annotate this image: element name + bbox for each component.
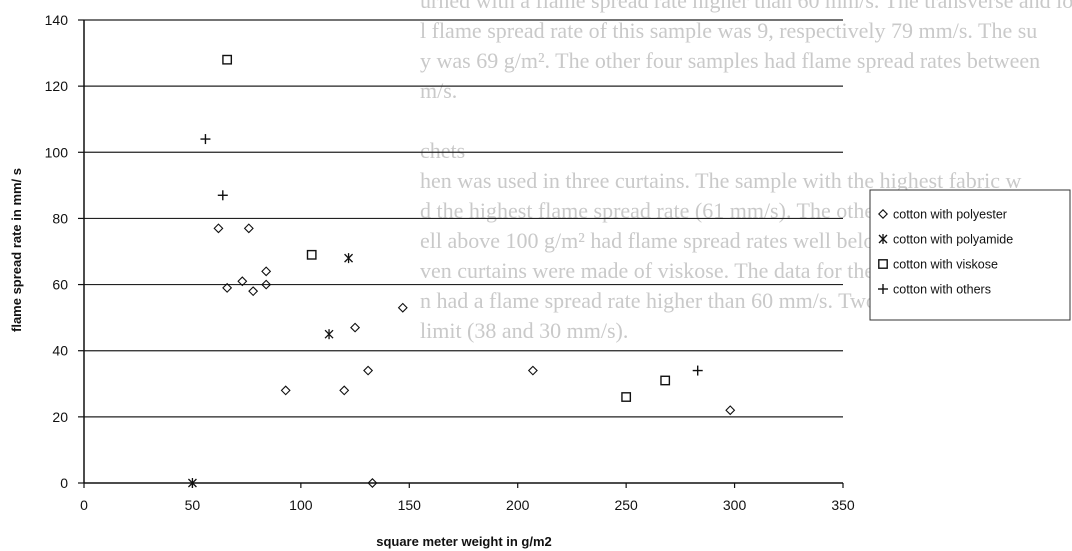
data-point xyxy=(213,223,224,234)
legend-label: cotton with polyamide xyxy=(893,233,1013,247)
y-tick-label: 60 xyxy=(52,277,68,293)
legend-marker xyxy=(878,234,888,244)
data-point xyxy=(222,282,233,293)
series-cotton-with-others xyxy=(200,134,703,376)
legend-label: cotton with others xyxy=(893,283,991,297)
data-point xyxy=(621,392,632,402)
y-tick-label: 0 xyxy=(60,475,68,491)
legend: cotton with polyester cotton with polyami… xyxy=(869,189,1071,321)
background-text-line: l flame spread rate of this sample was 9… xyxy=(420,18,1037,43)
background-text-line: urned with a flame spread rate higher th… xyxy=(420,0,1072,13)
legend-items: cotton with polyester cotton with polyami… xyxy=(878,208,1013,297)
data-point xyxy=(344,253,354,264)
background-text-line: y was 69 g/m². The other four samples ha… xyxy=(420,48,1040,73)
y-tick-label: 140 xyxy=(45,12,69,28)
data-point xyxy=(217,190,228,201)
legend-box xyxy=(869,189,1071,321)
x-tick-label: 200 xyxy=(506,497,530,513)
series-cotton-with-polyester xyxy=(213,223,736,488)
data-point xyxy=(222,54,233,65)
data-point xyxy=(248,286,259,297)
x-tick-label: 350 xyxy=(831,497,855,513)
data-point xyxy=(261,266,272,277)
grid-lines xyxy=(84,19,843,418)
legend-marker xyxy=(878,284,888,294)
data-point xyxy=(261,279,272,290)
background-text-line: m/s. xyxy=(420,78,457,103)
data-point xyxy=(363,365,374,376)
data-point xyxy=(306,249,317,260)
x-tick-label: 300 xyxy=(723,497,747,513)
data-point xyxy=(200,134,211,145)
data-point xyxy=(243,223,254,234)
data-point xyxy=(350,322,361,333)
x-tick-label: 0 xyxy=(80,497,88,513)
axes xyxy=(78,19,844,488)
data-point xyxy=(339,385,350,396)
background-text-line: limit (38 and 30 mm/s). xyxy=(420,318,628,343)
data-point xyxy=(660,375,671,386)
data-point xyxy=(725,405,736,416)
x-tick-label: 50 xyxy=(185,497,201,513)
y-tick-label: 20 xyxy=(52,409,68,425)
x-tick-label: 150 xyxy=(398,497,422,513)
legend-marker xyxy=(878,259,888,269)
data-point xyxy=(280,385,291,396)
legend-label: cotton with viskose xyxy=(893,258,998,272)
y-tick-label: 40 xyxy=(52,343,68,359)
legend-marker xyxy=(878,209,888,219)
series-cotton-with-viskose xyxy=(222,54,671,402)
data-point xyxy=(397,302,408,313)
background-text-line: chets xyxy=(420,138,465,163)
data-point xyxy=(324,329,334,340)
data-point xyxy=(527,365,538,376)
legend-label: cotton with polyester xyxy=(893,208,1007,222)
y-tick-label: 120 xyxy=(45,78,69,94)
series-cotton-with-polyamide xyxy=(187,253,354,488)
y-axis-title: flame spread rate in mm/ s xyxy=(9,168,24,332)
y-tick-label: 100 xyxy=(45,144,69,160)
y-tick-label: 80 xyxy=(52,210,68,226)
data-point xyxy=(692,365,703,376)
data-point xyxy=(237,276,248,287)
background-text-line: hen was used in three curtains. The samp… xyxy=(420,168,1021,193)
data-point xyxy=(187,478,197,488)
tick-labels: 0 20 40 60 80 100 120 140 0 50 100 150 200 250 300 350 xyxy=(45,12,855,513)
data-points xyxy=(187,54,736,488)
x-tick-label: 100 xyxy=(289,497,313,513)
data-point xyxy=(367,478,378,488)
x-axis-title: square meter weight in g/m2 xyxy=(376,534,552,549)
x-tick-label: 250 xyxy=(614,497,638,513)
